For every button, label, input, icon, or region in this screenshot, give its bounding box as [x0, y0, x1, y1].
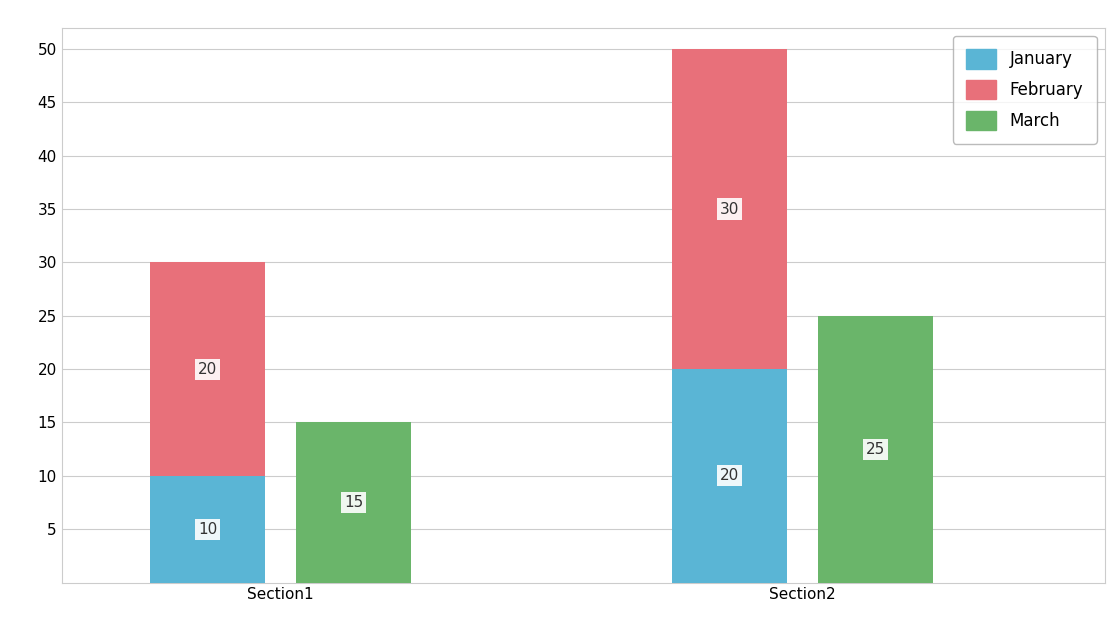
- Bar: [150, 262, 265, 476]
- Text: 30: 30: [720, 202, 739, 217]
- Text: 25: 25: [866, 442, 885, 457]
- Bar: [297, 423, 411, 583]
- Text: 20: 20: [198, 362, 217, 377]
- Text: 20: 20: [720, 468, 739, 483]
- Bar: [672, 49, 786, 369]
- Bar: [818, 316, 933, 583]
- Bar: [672, 369, 786, 583]
- Text: 10: 10: [198, 522, 217, 537]
- Bar: [150, 476, 265, 583]
- Text: 15: 15: [344, 495, 363, 510]
- Legend: January, February, March: January, February, March: [953, 36, 1096, 144]
